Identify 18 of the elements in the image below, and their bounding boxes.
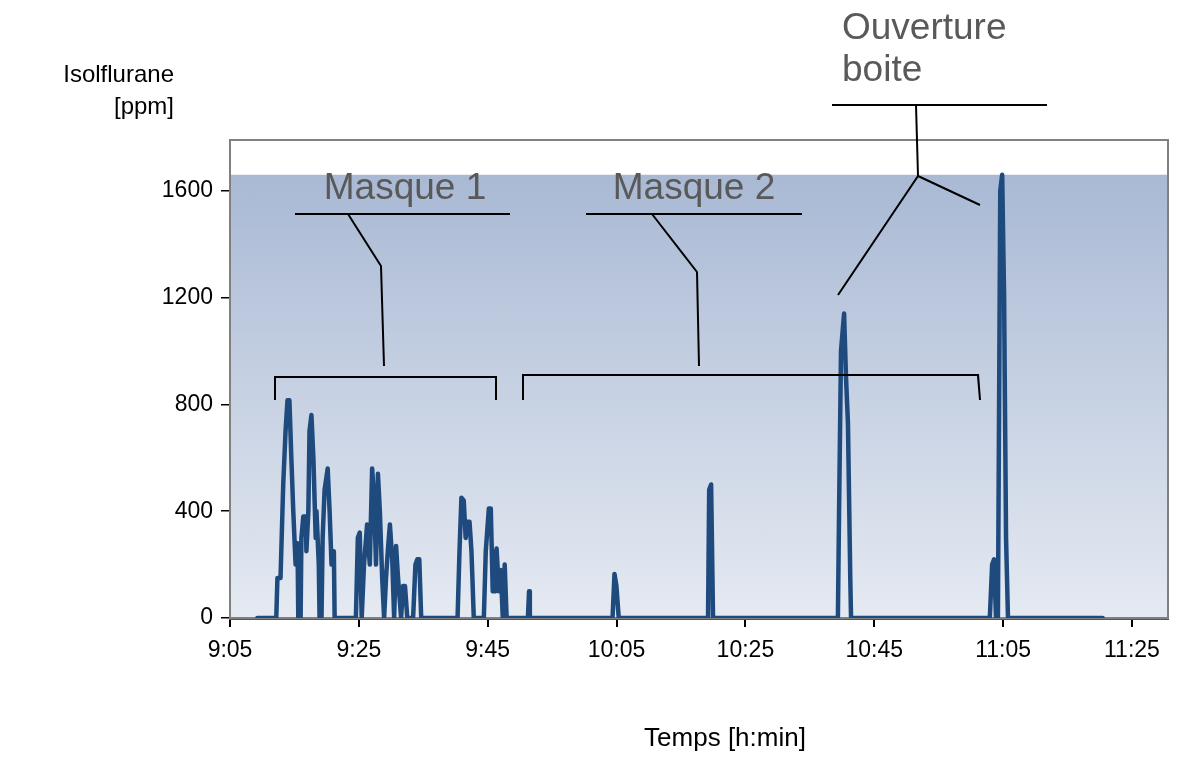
x-tick-label: 9:45	[465, 636, 511, 663]
x-tick-label: 11:25	[1104, 636, 1160, 663]
y-tick-label: 0	[200, 603, 213, 630]
annotation: Masque 2	[611, 166, 777, 208]
y-axis-title: Isolflurane [ppm]	[62, 59, 174, 121]
x-tick-label: 10:05	[587, 636, 646, 663]
x-axis-title: Temps [h:min]	[643, 722, 807, 753]
y-tick-label: 400	[174, 496, 213, 523]
x-tick-label: 10:25	[716, 636, 775, 663]
x-tick-label: 11:05	[975, 636, 1031, 663]
x-tick-label: 9:25	[336, 636, 382, 663]
annotation: Masque 1	[322, 166, 488, 208]
y-tick-label: 1200	[161, 282, 213, 309]
text: Ouverture boite	[842, 6, 1008, 90]
x-tick-label: 9:05	[207, 636, 253, 663]
y-tick-label: 800	[174, 389, 213, 416]
x-tick-label: 10:45	[845, 636, 904, 663]
y-tick-label: 1600	[161, 176, 213, 203]
